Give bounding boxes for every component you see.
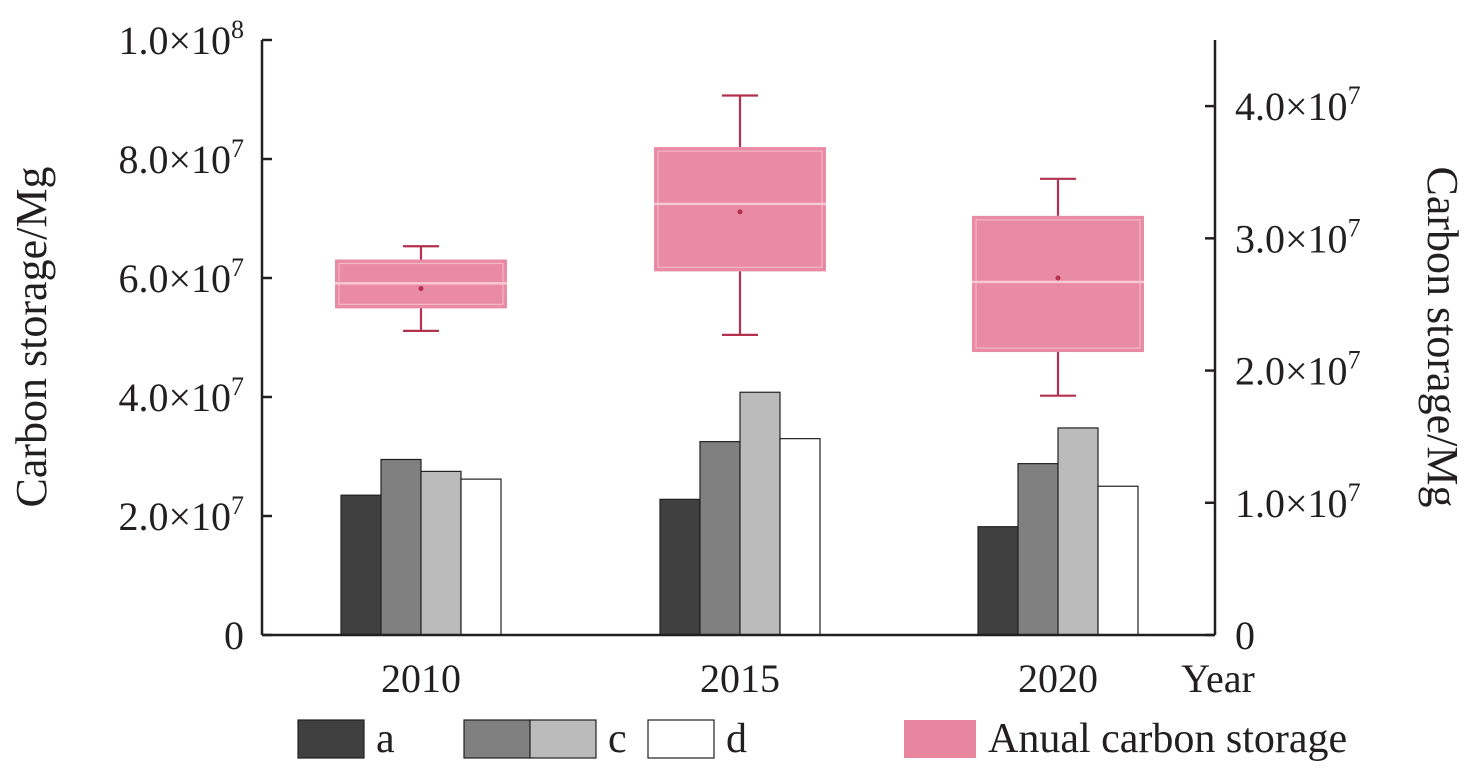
y-axis-right-title: Carbon storage/Mg <box>1418 167 1467 508</box>
right-tick-base: 0 <box>1235 613 1255 658</box>
bar-c-2015 <box>739 391 781 636</box>
left-tick-base: 1.0×10 <box>118 18 231 63</box>
left-tick-exponent: 7 <box>231 491 244 520</box>
left-tick-label: 4.0×107 <box>118 372 244 420</box>
bar-d-2010 <box>460 478 502 636</box>
left-tick-base: 0 <box>224 613 244 658</box>
right-tick-exponent: 7 <box>1348 478 1361 507</box>
bar-b-2015 <box>699 441 741 636</box>
legend-swatch-a <box>297 719 365 759</box>
left-tick-label: 2.0×107 <box>118 491 244 539</box>
left-tick-label: 8.0×107 <box>118 134 244 182</box>
axes <box>260 40 1217 637</box>
legend-item-c: c <box>529 716 627 762</box>
bar-c-2010 <box>420 470 462 636</box>
left-tick-label: 6.0×107 <box>118 253 244 301</box>
box-mean-marker <box>1055 275 1061 281</box>
left-tick-base: 8.0×10 <box>118 137 231 182</box>
right-tick-exponent: 7 <box>1348 346 1361 375</box>
left-tick-base: 4.0×10 <box>118 375 231 420</box>
bar-b-2010 <box>380 458 422 636</box>
legend-swatch-b <box>463 719 531 759</box>
bar-a-2015 <box>659 498 701 636</box>
boxplot-2020 <box>972 177 1144 397</box>
y-axis-left-title: Carbon storage/Mg <box>7 167 56 508</box>
x-tick-label-2020: 2020 <box>1018 656 1098 701</box>
box-mean-marker <box>737 209 743 215</box>
legend-swatch-d <box>647 719 715 759</box>
bar-d-2020 <box>1097 485 1139 636</box>
legend-swatch-boxplot <box>904 720 976 758</box>
left-tick-label: 0 <box>224 613 244 658</box>
right-tick-label: 1.0×107 <box>1235 478 1361 526</box>
box-inner-outline <box>657 150 823 268</box>
box-inner-outline <box>975 219 1141 349</box>
boxplot-2010 <box>335 245 507 332</box>
bar-a-2010 <box>340 494 382 636</box>
bar-b-2020 <box>1017 463 1059 636</box>
left-tick-exponent: 8 <box>231 15 244 44</box>
legend-label-c: c <box>608 716 627 762</box>
left-tick-exponent: 7 <box>231 253 244 282</box>
right-tick-exponent: 7 <box>1348 213 1361 242</box>
left-tick-base: 2.0×10 <box>118 494 231 539</box>
left-tick-base: 6.0×10 <box>118 256 231 301</box>
right-tick-exponent: 7 <box>1348 81 1361 110</box>
right-tick-base: 1.0×10 <box>1235 481 1348 526</box>
legend-item-d: d <box>647 716 747 762</box>
legend: abcdAnual carbon storage <box>297 716 1347 762</box>
bar-c-2020 <box>1057 427 1099 636</box>
right-tick-base: 3.0×10 <box>1235 216 1348 261</box>
box-mean-marker <box>418 286 424 292</box>
x-tick-label-2015: 2015 <box>700 656 780 701</box>
right-tick-base: 4.0×10 <box>1235 84 1348 129</box>
x-tick-label-2010: 2010 <box>381 656 461 701</box>
x-axis-ticks: 2010 2015 2020 <box>381 656 1098 701</box>
boxplot-2015 <box>654 94 826 336</box>
legend-item-a: a <box>297 716 395 762</box>
left-tick-label: 1.0×108 <box>118 15 244 63</box>
left-tick-exponent: 7 <box>231 372 244 401</box>
plot-area <box>335 94 1144 636</box>
bar-a-2020 <box>977 526 1019 636</box>
bar-d-2015 <box>779 438 821 636</box>
left-tick-exponent: 7 <box>231 134 244 163</box>
right-tick-label: 2.0×107 <box>1235 346 1361 394</box>
legend-item-boxplot: Anual carbon storage <box>904 716 1347 762</box>
box-iqr <box>654 147 826 272</box>
legend-label-a: a <box>376 716 395 762</box>
legend-label-d: d <box>726 716 747 762</box>
right-tick-base: 2.0×10 <box>1235 349 1348 394</box>
legend-swatch-c <box>529 719 597 759</box>
right-tick-label: 0 <box>1235 613 1255 658</box>
legend-label-boxplot: Anual carbon storage <box>988 716 1347 762</box>
right-tick-label: 3.0×107 <box>1235 213 1361 261</box>
box-iqr <box>972 215 1144 353</box>
x-axis-title: Year <box>1181 656 1255 701</box>
right-tick-label: 4.0×107 <box>1235 81 1361 129</box>
